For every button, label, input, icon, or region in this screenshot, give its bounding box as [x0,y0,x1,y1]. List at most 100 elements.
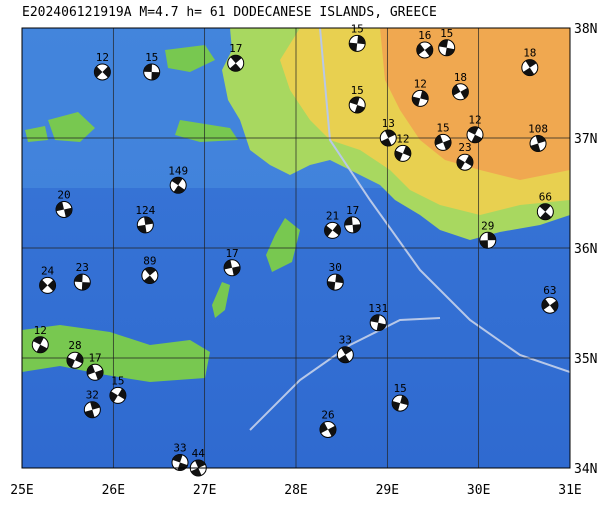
event: 18 [521,47,539,77]
depth-label: 15 [145,51,158,64]
depth-label: 13 [382,117,395,130]
compression-quadrant [327,274,344,291]
depth-label: 15 [440,27,453,40]
event: 131 [368,302,388,332]
compression-quadrant [349,96,365,114]
event: 12 [394,132,412,162]
y-tick-label: 38N [574,22,597,37]
event: 12 [31,324,49,354]
depth-label: 149 [168,164,188,177]
depth-label: 66 [539,191,552,204]
depth-label: 32 [86,389,99,402]
event: 15 [438,27,456,57]
compression-quadrant [324,224,341,237]
event: 17 [344,204,362,234]
plate-boundary [319,28,570,373]
compression-quadrant [380,130,396,146]
compression-quadrant [39,279,56,292]
y-tick-label: 34N [574,462,597,477]
x-tick-label: 26E [102,483,125,498]
depth-label: 131 [368,302,388,315]
compression-quadrant [392,395,409,411]
y-tick-label: 36N [574,242,597,257]
depth-label: 12 [34,324,47,337]
event: 33 [336,334,354,364]
event: 124 [135,204,156,234]
compression-quadrant [349,35,366,52]
event: 66 [536,191,554,221]
compression-quadrant [66,352,83,368]
island-b [165,45,215,72]
rhodes [266,218,300,272]
depth-label: 26 [321,409,334,422]
plate-boundary-2 [249,317,441,431]
compression-quadrant [523,59,537,76]
depth-label: 63 [543,284,556,297]
island-a [48,112,95,142]
event: 30 [326,261,344,291]
compression-quadrant [56,201,73,218]
event: 108 [528,123,548,152]
depth-label: 15 [436,121,449,134]
depth-label: 33 [339,334,352,347]
depth-label: 18 [454,71,467,84]
depth-label: 44 [192,447,206,460]
compression-quadrant [319,422,336,437]
depth-label: 23 [458,141,471,154]
compression-quadrant [394,145,411,161]
depth-label: 20 [57,189,70,202]
event: 33 [171,442,189,471]
depth-label: 17 [88,351,101,364]
event: 32 [83,389,101,419]
karpathos [212,282,230,318]
y-tick-label: 35N [574,352,597,367]
depth-label: 33 [173,442,186,455]
x-tick-label: 25E [10,483,33,498]
depth-label: 28 [68,339,81,352]
x-tick-label: 27E [193,483,216,498]
event: 15 [348,84,366,114]
event: 63 [541,284,559,314]
depth-label: 12 [468,114,481,127]
depth-label: 24 [41,264,55,277]
map-title: E202406121919A M=4.7 h= 61 DODECANESE IS… [22,5,437,20]
event: 15 [391,382,409,412]
event: 13 [379,117,397,147]
compression-quadrant [171,177,185,194]
event: 17 [227,42,245,72]
depth-label: 18 [523,47,536,60]
event: 23 [73,261,91,291]
event: 15 [348,22,366,52]
event: 15 [109,374,127,404]
event: 21 [324,209,342,239]
compression-quadrant [479,232,496,249]
compression-quadrant [74,274,91,291]
depth-label: 21 [326,209,339,222]
compression-quadrant [412,90,429,107]
crete [22,325,210,382]
compression-quadrant [456,155,473,170]
event: 15 [434,121,452,151]
depth-label: 12 [96,51,109,64]
depth-label: 124 [135,204,155,217]
compression-quadrant [94,66,111,78]
event: 12 [411,77,429,107]
depth-label: 12 [414,77,427,90]
event: 17 [86,351,104,381]
compression-quadrant [438,39,455,56]
depth-label: 15 [111,374,124,387]
event: 28 [66,339,84,369]
event: 29 [479,219,497,249]
compression-quadrant [87,364,104,380]
island-c [175,120,238,142]
compression-quadrant [224,259,241,276]
compression-quadrant [172,454,188,471]
event: 26 [319,409,337,438]
depth-label: 12 [396,132,409,145]
frame [21,27,571,469]
compression-quadrant [338,346,353,363]
depth-label: 15 [393,382,406,395]
event: 23 [456,141,474,171]
